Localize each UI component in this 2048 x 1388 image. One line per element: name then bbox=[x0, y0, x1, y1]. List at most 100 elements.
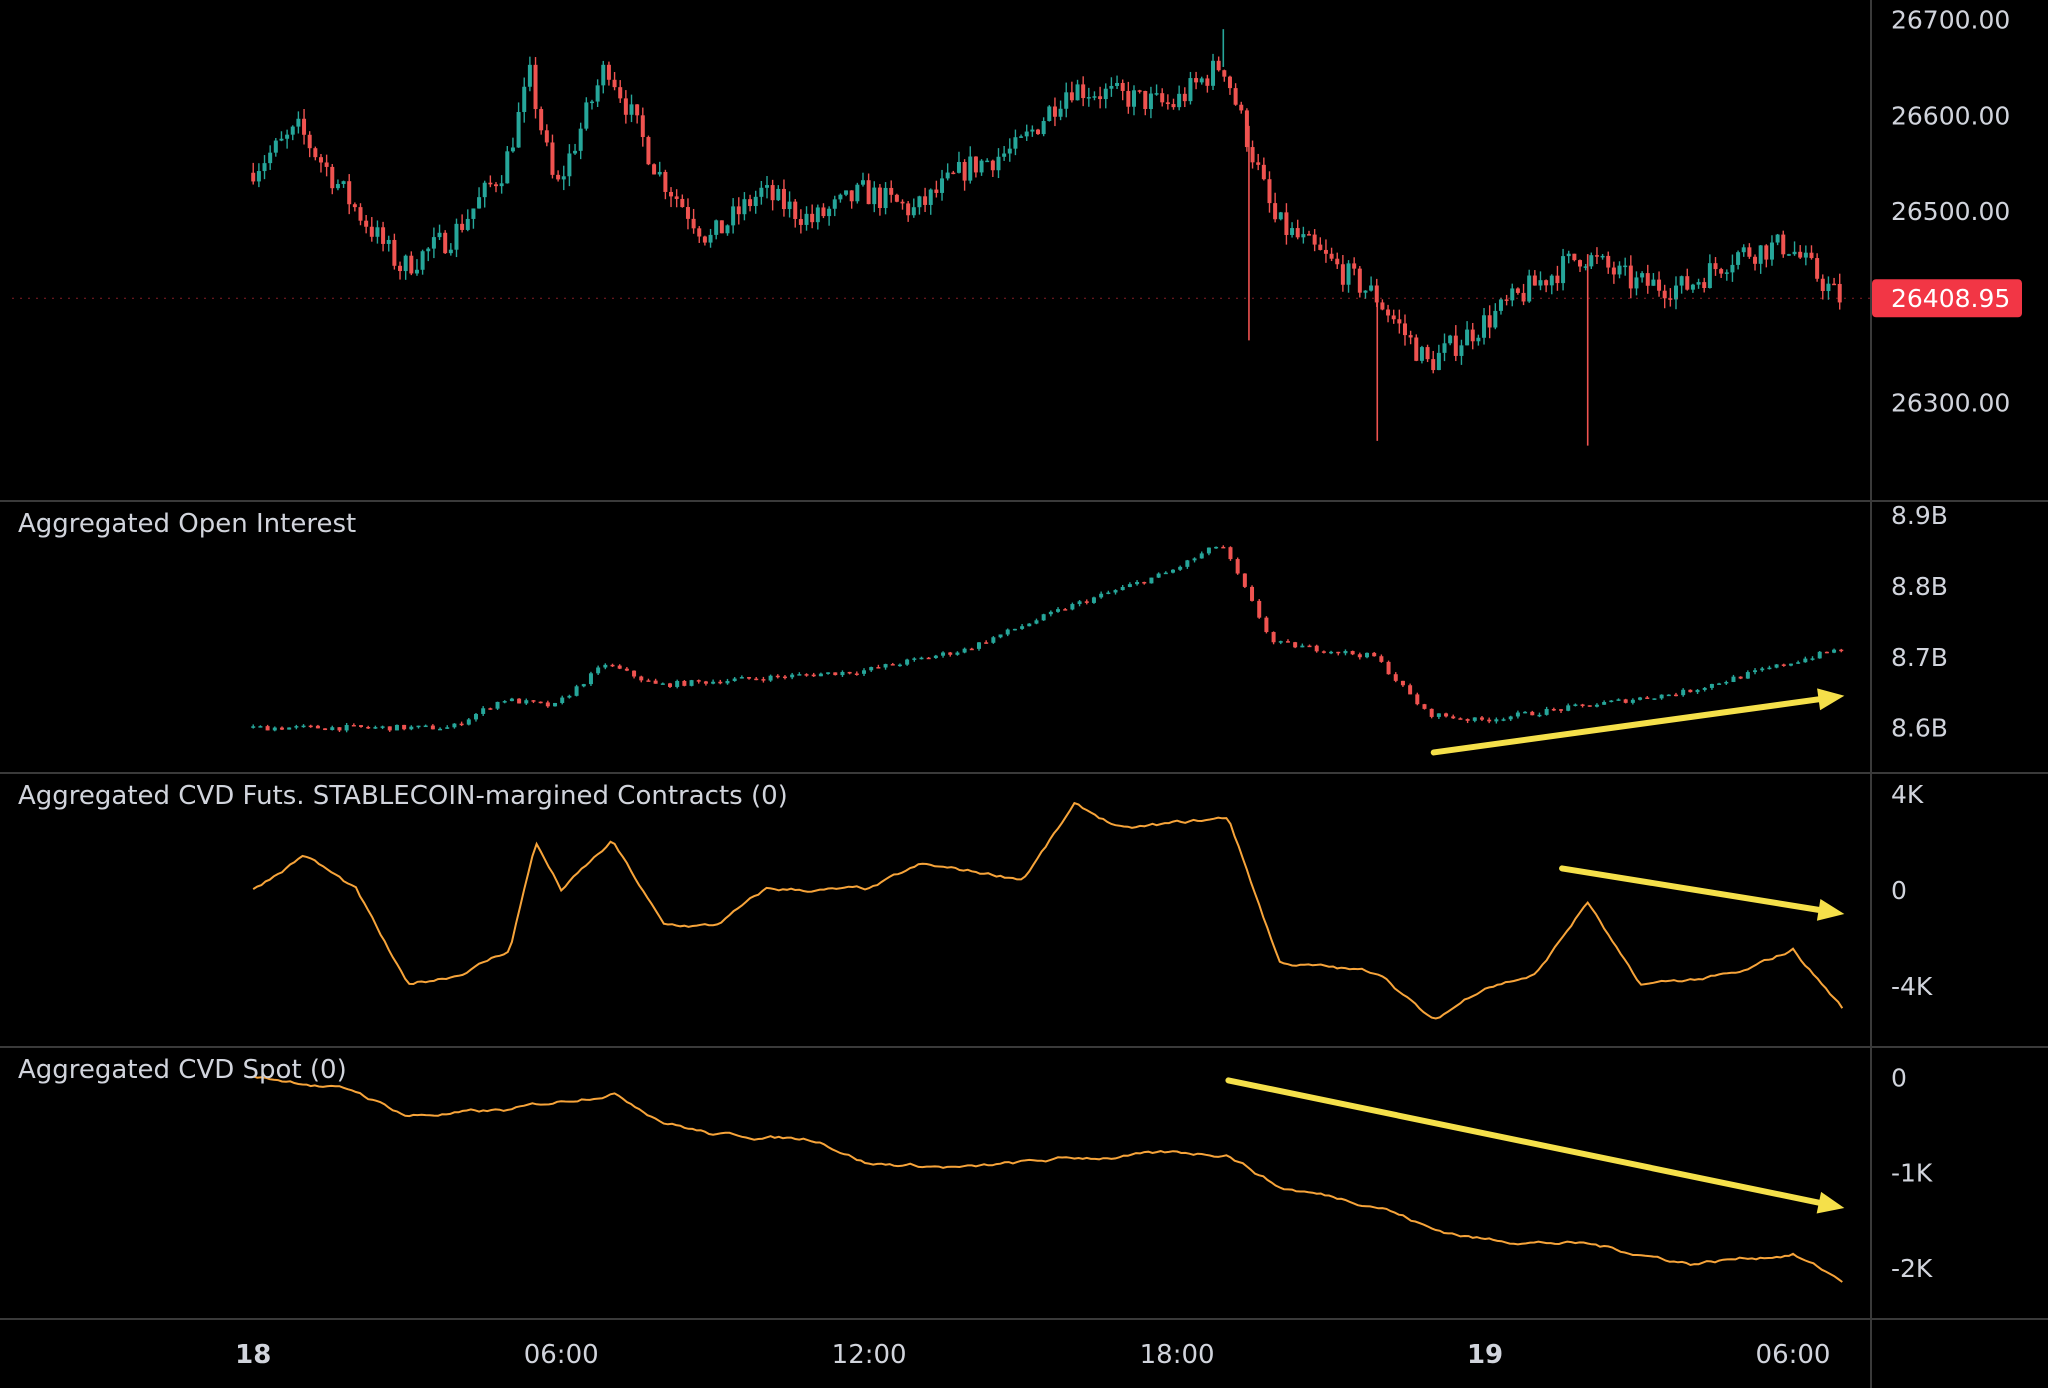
candle-body bbox=[1537, 714, 1542, 717]
candle-body bbox=[1532, 275, 1537, 286]
candle-body bbox=[1350, 651, 1355, 655]
candle-body bbox=[872, 187, 877, 205]
candle-body bbox=[524, 700, 529, 704]
candle-body bbox=[1357, 654, 1362, 658]
candle-body bbox=[612, 79, 617, 88]
candle-body bbox=[1363, 290, 1368, 293]
candle-body bbox=[1606, 255, 1611, 268]
candle-body bbox=[855, 184, 860, 202]
candle-body bbox=[1408, 685, 1413, 695]
candle-body bbox=[290, 126, 295, 135]
candle-body bbox=[1628, 265, 1633, 289]
candle-body bbox=[1137, 90, 1142, 92]
candle-body bbox=[1666, 694, 1671, 697]
candle-body bbox=[1069, 92, 1074, 101]
candle-body bbox=[1527, 275, 1532, 302]
candle-body bbox=[1781, 234, 1786, 255]
candle-body bbox=[1194, 78, 1199, 83]
candle-body bbox=[1482, 315, 1487, 338]
candle-body bbox=[832, 199, 837, 209]
candle-body bbox=[1544, 708, 1549, 715]
candle-body bbox=[1171, 104, 1176, 108]
candle-body bbox=[1109, 85, 1114, 89]
candle-body bbox=[1673, 285, 1678, 300]
candle-body bbox=[667, 683, 672, 687]
candle-body bbox=[505, 151, 510, 184]
candle-body bbox=[1600, 255, 1605, 258]
candle-body bbox=[1293, 642, 1298, 648]
candle-body bbox=[318, 157, 323, 163]
candle-body bbox=[553, 702, 558, 707]
candle-body bbox=[1295, 228, 1300, 238]
trend-arrow-head bbox=[1816, 1191, 1845, 1214]
candle-body bbox=[1837, 283, 1842, 303]
candle-body bbox=[578, 128, 583, 151]
candle-body bbox=[1623, 699, 1628, 703]
candle-body bbox=[273, 140, 278, 153]
candle-body bbox=[386, 239, 391, 244]
candle-body bbox=[883, 187, 888, 209]
candle-body bbox=[1106, 592, 1111, 595]
candle-body bbox=[1508, 716, 1513, 720]
candle-body bbox=[495, 701, 500, 709]
candle-body bbox=[1634, 277, 1639, 289]
candle-body bbox=[1273, 203, 1278, 220]
candle-body bbox=[682, 680, 687, 686]
candle-body bbox=[919, 657, 924, 660]
candle-body bbox=[466, 719, 471, 725]
candle-body bbox=[775, 675, 780, 678]
candle-body bbox=[1120, 82, 1125, 91]
candle-body bbox=[1256, 162, 1261, 165]
candle-body bbox=[1702, 687, 1707, 690]
candle-body bbox=[1796, 662, 1801, 664]
candle-body bbox=[1127, 584, 1132, 588]
candle-body bbox=[1335, 258, 1340, 265]
candle-body bbox=[1572, 253, 1577, 261]
candle-body bbox=[308, 725, 313, 728]
candle-body bbox=[1077, 601, 1082, 605]
candle-body bbox=[866, 180, 871, 205]
candle-body bbox=[1400, 680, 1405, 686]
time-axis-label: 19 bbox=[1467, 1340, 1503, 1370]
candle-body bbox=[561, 176, 566, 180]
candle-body bbox=[804, 213, 809, 225]
last-price-label: 26408.95 bbox=[1891, 284, 2010, 313]
candle-body bbox=[1530, 711, 1535, 716]
candle-body bbox=[818, 673, 823, 677]
candle-body bbox=[1098, 96, 1103, 100]
candle-body bbox=[652, 164, 657, 175]
candle-body bbox=[494, 184, 499, 187]
candle-body bbox=[617, 665, 622, 669]
candle-body bbox=[991, 637, 996, 643]
candle-body bbox=[294, 726, 299, 728]
candle-body bbox=[1685, 276, 1690, 290]
candle-body bbox=[911, 207, 916, 216]
candle-body bbox=[849, 190, 854, 202]
candle-body bbox=[1724, 681, 1729, 684]
candle-body bbox=[1609, 700, 1614, 703]
candle-body bbox=[711, 681, 716, 684]
candle-body bbox=[375, 227, 380, 237]
candle-body bbox=[1561, 256, 1566, 284]
candle-body bbox=[1290, 228, 1295, 235]
candle-body bbox=[827, 208, 832, 217]
candle-body bbox=[761, 679, 766, 681]
candle-body bbox=[337, 727, 342, 731]
candle-body bbox=[414, 269, 419, 274]
candle-body bbox=[1470, 329, 1475, 342]
pane-title: Aggregated CVD Futs. STABLECOIN-margined… bbox=[18, 781, 788, 811]
candle-body bbox=[897, 664, 902, 667]
candle-body bbox=[502, 701, 507, 703]
candle-body bbox=[352, 204, 357, 208]
candle-body bbox=[285, 134, 290, 139]
candle-body bbox=[765, 185, 770, 188]
candle-body bbox=[1415, 694, 1420, 705]
candle-body bbox=[1007, 148, 1012, 154]
candle-body bbox=[787, 201, 792, 210]
candle-body bbox=[1214, 546, 1219, 549]
candle-body bbox=[1472, 717, 1477, 721]
candle-body bbox=[1064, 92, 1069, 109]
candle-body bbox=[1707, 263, 1712, 289]
candle-body bbox=[798, 219, 803, 225]
candle-body bbox=[1041, 614, 1046, 621]
